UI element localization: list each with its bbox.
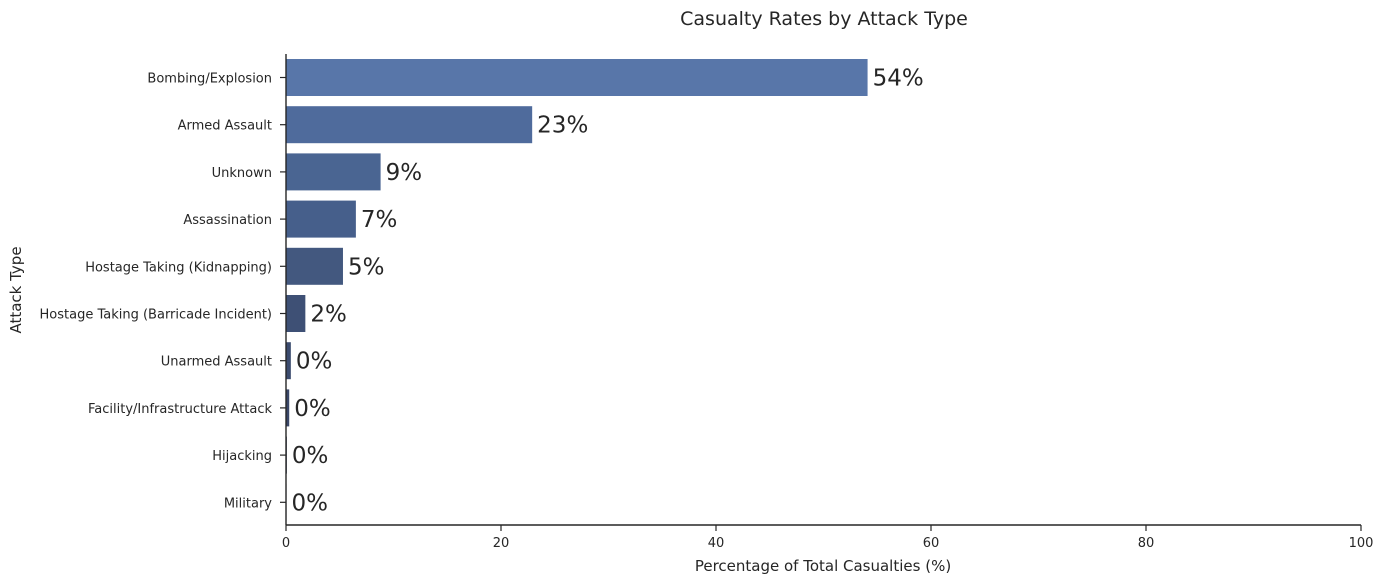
x-tick-label: 100 <box>1349 536 1374 551</box>
bar-1 <box>286 106 533 144</box>
bar-value-label: 0% <box>292 443 329 469</box>
bar-value-label: 7% <box>361 207 398 233</box>
y-tick-label: Military <box>224 496 272 511</box>
bar-7 <box>286 389 290 427</box>
x-tick-label: 80 <box>1138 536 1155 551</box>
y-tick-label: Unknown <box>212 166 272 181</box>
x-tick-label: 60 <box>923 536 940 551</box>
x-axis-label: Percentage of Total Casualties (%) <box>695 557 951 575</box>
x-tick-label: 40 <box>708 536 725 551</box>
y-tick-label: Facility/Infrastructure Attack <box>88 402 272 417</box>
y-tick-label: Bombing/Explosion <box>147 72 272 87</box>
x-axis: 0 20 40 60 80 100 <box>282 524 1374 551</box>
bar-3 <box>286 200 356 238</box>
y-tick-label: Hostage Taking (Kidnapping) <box>85 260 272 275</box>
bar-6 <box>286 342 291 380</box>
x-tick-label: 20 <box>493 536 510 551</box>
bar-2 <box>286 153 381 191</box>
bar-value-label: 2% <box>310 302 347 328</box>
bar-4 <box>286 247 343 285</box>
bars-group <box>286 59 868 521</box>
bar-value-label: 5% <box>348 254 385 280</box>
y-axis-label: Attack Type <box>7 246 25 333</box>
bar-value-label: 0% <box>296 349 333 375</box>
chart-title: Casualty Rates by Attack Type <box>680 8 968 30</box>
y-tick-label: Assassination <box>183 213 272 228</box>
y-tick-label: Hostage Taking (Barricade Incident) <box>40 308 272 323</box>
bar-value-label: 23% <box>537 113 588 139</box>
bar-value-label: 0% <box>292 490 329 516</box>
data-labels-group: 54% 23% 9% 7% 5%2% 0% 0% 0% 0% <box>292 66 924 517</box>
bar-value-label: 0% <box>294 396 331 422</box>
y-tick-label: Armed Assault <box>178 119 272 134</box>
bar-value-label: 54% <box>873 66 924 92</box>
x-tick-label: 0 <box>282 536 290 551</box>
bar-value-label: 9% <box>386 160 423 186</box>
y-tick-label: Unarmed Assault <box>161 355 272 370</box>
bar-0 <box>286 59 868 96</box>
bar-5 <box>286 295 306 332</box>
y-axis: Bombing/Explosion Armed Assault Unknown Ass… <box>40 54 287 525</box>
y-tick-label: Hijacking <box>212 449 272 464</box>
